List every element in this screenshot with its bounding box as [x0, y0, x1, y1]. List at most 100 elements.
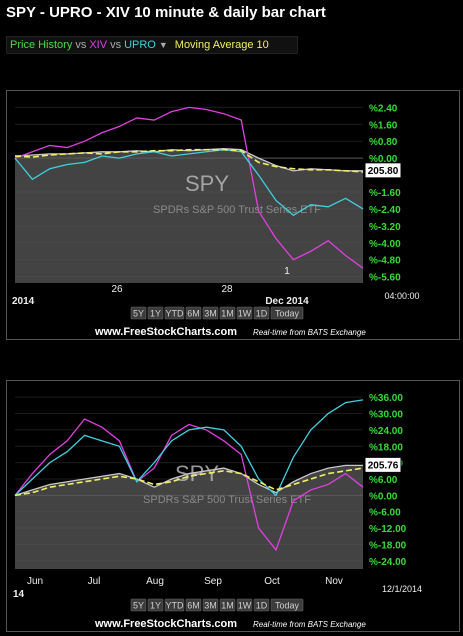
range-button-1w[interactable]: 1W — [236, 598, 253, 612]
svg-text:1D: 1D — [256, 309, 268, 319]
x-tick-label: 2014 — [12, 296, 35, 307]
y-tick-label: %24.00 — [369, 426, 403, 437]
x-tick-label: 1 — [284, 266, 290, 277]
caret-down-icon[interactable]: ▼ — [158, 40, 168, 50]
legend-vs-1: vs — [75, 39, 87, 51]
x-tick-label: Jul — [88, 576, 101, 587]
svg-text:3M: 3M — [204, 309, 217, 319]
x-tick-label: Sep — [204, 576, 222, 587]
svg-text:1W: 1W — [238, 309, 252, 319]
series-line-upro — [14, 399, 364, 497]
x-tick-label: Jun — [27, 576, 43, 587]
intraday-chart-panel: %2.40 %1.60 %0.80 %0.00 %-1.60 %-2.40 %-3.20 %-… — [6, 90, 460, 340]
legend-price-history[interactable]: Price History — [10, 39, 73, 51]
range-button-5y[interactable]: 5Y — [130, 306, 147, 320]
watermark-name: SPDRs S&P 500 Trust Series ETF — [143, 494, 311, 506]
svg-text:1M: 1M — [221, 601, 234, 611]
range-button-3m[interactable]: 3M — [202, 306, 219, 320]
svg-text:1M: 1M — [221, 309, 234, 319]
x-tick-label: Dec 2014 — [265, 296, 309, 307]
x-tick-label: Oct — [264, 576, 280, 587]
range-button-3m[interactable]: 3M — [202, 598, 219, 612]
y-tick-label: %2.40 — [369, 103, 398, 114]
chart-title: SPY - UPRO - XIV 10 minute & daily bar c… — [6, 4, 326, 21]
y-tick-label: %6.00 — [369, 475, 398, 486]
y-tick-label: %0.80 — [369, 137, 398, 148]
legend-vs-2: vs — [110, 39, 122, 51]
y-tick-label: %-24.00 — [369, 557, 407, 568]
series-line-spy — [14, 464, 363, 496]
range-button-1w[interactable]: 1W — [236, 306, 253, 320]
y-tick-label: %-5.60 — [369, 273, 401, 284]
watermark-symbol: SPY — [175, 461, 219, 486]
svg-text:6M: 6M — [187, 309, 200, 319]
series-line-moving-average-10 — [14, 467, 364, 497]
watermark-symbol: SPY — [185, 171, 229, 196]
y-tick-label: %-18.00 — [369, 540, 407, 551]
y-tick-label: %-2.40 — [369, 205, 401, 216]
intraday-chart[interactable]: %2.40 %1.60 %0.80 %0.00 %-1.60 %-2.40 %-3.20 %-… — [7, 91, 459, 339]
watermark-name: SPDRs S&P 500 Trust Series ETF — [153, 204, 321, 216]
y-tick-label: %-1.60 — [369, 188, 401, 199]
range-button-1d[interactable]: 1D — [253, 306, 270, 320]
spy-area — [15, 465, 363, 569]
x-tick-label: 28 — [221, 284, 233, 295]
svg-text:5Y: 5Y — [133, 309, 144, 319]
range-button-1m[interactable]: 1M — [219, 306, 236, 320]
svg-text:6M: 6M — [187, 601, 200, 611]
y-tick-label: %-12.00 — [369, 524, 407, 535]
svg-text:1W: 1W — [238, 601, 252, 611]
range-button-1d[interactable]: 1D — [253, 598, 270, 612]
footer-realtime: Real-time from BATS Exchange — [253, 328, 366, 337]
range-button-6m[interactable]: 6M — [185, 598, 202, 612]
svg-text:YTD: YTD — [166, 601, 185, 611]
x-tick-label: 12/1/2014 — [382, 584, 422, 594]
price-box — [364, 162, 402, 179]
range-button-1m[interactable]: 1M — [219, 598, 236, 612]
legend-moving-average[interactable]: Moving Average 10 — [174, 39, 269, 51]
x-tick-label: 26 — [111, 284, 123, 295]
svg-text:Today: Today — [275, 601, 300, 611]
svg-text:3M: 3M — [204, 601, 217, 611]
range-button-ytd[interactable]: YTD — [164, 598, 185, 612]
range-button-5y[interactable]: 5Y — [130, 598, 147, 612]
y-tick-label: %1.60 — [369, 120, 398, 131]
spy-area — [15, 148, 363, 283]
y-tick-label: %36.00 — [369, 393, 403, 404]
x-tick-label: 14 — [13, 589, 25, 600]
daily-chart-panel: %36.00%30.00%24.00%18.00%12.00%6.00%0.00… — [6, 380, 460, 632]
legend-upro[interactable]: UPRO — [124, 39, 156, 51]
y-tick-label: %18.00 — [369, 442, 403, 453]
svg-text:1Y: 1Y — [150, 601, 161, 611]
legend-xiv[interactable]: XIV — [89, 39, 108, 51]
y-tick-label: %0.00 — [369, 491, 398, 502]
footer-site-link[interactable]: www.FreeStockCharts.com — [94, 326, 237, 338]
svg-text:1D: 1D — [256, 601, 268, 611]
y-tick-label: %0.00 — [369, 154, 398, 165]
svg-text:1Y: 1Y — [150, 309, 161, 319]
footer-site-link[interactable]: www.FreeStockCharts.com — [94, 618, 237, 630]
range-button-1y[interactable]: 1Y — [147, 598, 164, 612]
range-button-today[interactable]: Today — [270, 306, 304, 320]
x-tick-label: Nov — [325, 576, 343, 587]
range-button-1y[interactable]: 1Y — [147, 306, 164, 320]
price-label: 205.80 — [368, 166, 399, 177]
legend-bar[interactable]: Price History vs XIV vs UPRO ▼ Moving Av… — [6, 36, 298, 54]
x-tick-label: Aug — [146, 576, 164, 587]
y-tick-label: %-4.00 — [369, 239, 401, 250]
svg-text:YTD: YTD — [166, 309, 185, 319]
y-tick-label: %-3.20 — [369, 222, 401, 233]
footer-realtime: Real-time from BATS Exchange — [253, 620, 366, 629]
svg-text:Today: Today — [275, 309, 300, 319]
series-line-moving-average-10 — [14, 148, 364, 173]
x-tick-label: 04:00:00 — [384, 291, 419, 301]
y-tick-label: %30.00 — [369, 410, 403, 421]
series-line-xiv — [14, 106, 364, 269]
series-line-upro — [14, 149, 364, 217]
y-tick-label: %-6.00 — [369, 508, 401, 519]
range-button-today[interactable]: Today — [270, 598, 304, 612]
y-tick-label: %-4.80 — [369, 256, 401, 267]
daily-chart[interactable]: %36.00%30.00%24.00%18.00%12.00%6.00%0.00… — [7, 381, 459, 631]
range-button-6m[interactable]: 6M — [185, 306, 202, 320]
range-button-ytd[interactable]: YTD — [164, 306, 185, 320]
